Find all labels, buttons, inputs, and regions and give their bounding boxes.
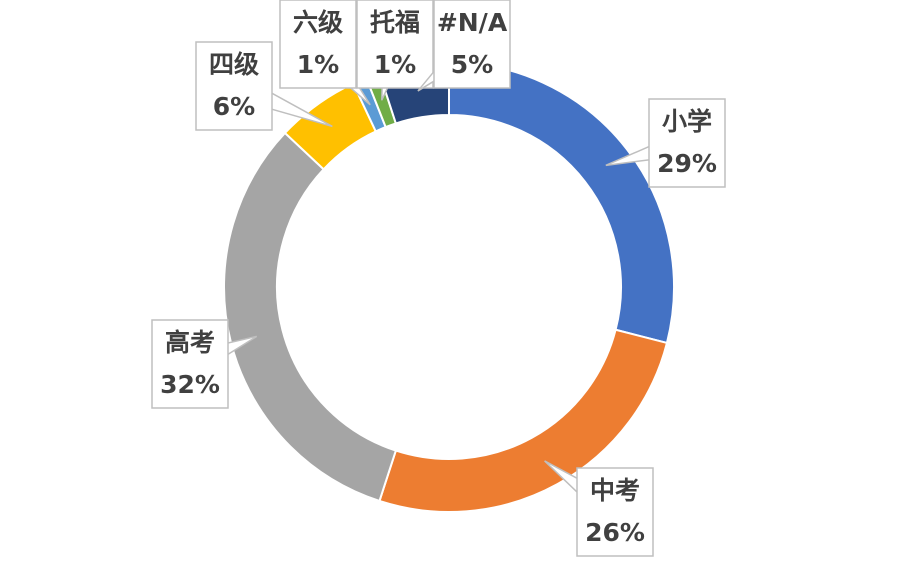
data-callout: 六级 1% — [279, 0, 371, 106]
data-callout: 托福 1% — [356, 0, 434, 101]
callout-box — [576, 467, 654, 557]
value-label: 29% — [657, 149, 717, 178]
value-label: 5% — [451, 50, 493, 79]
data-callout: 四级 6% — [195, 41, 333, 131]
data-callout: 中考 26% — [544, 460, 654, 557]
donut-slice — [448, 60, 675, 345]
category-label: 高考 — [165, 328, 215, 357]
callout-box — [279, 0, 357, 89]
value-label: 1% — [374, 50, 416, 79]
value-label: 1% — [297, 50, 339, 79]
value-label: 6% — [213, 92, 255, 121]
donut-slice — [223, 131, 398, 503]
callout-box — [648, 98, 726, 188]
value-label: 32% — [160, 370, 220, 399]
category-label: 小学 — [662, 107, 712, 136]
data-callout: #N/A 5% — [417, 0, 511, 92]
callout-box — [151, 319, 229, 409]
data-callout: 小学 29% — [605, 98, 726, 188]
data-callout: 高考 32% — [151, 319, 258, 409]
category-label: 托福 — [370, 8, 420, 37]
category-label: 中考 — [590, 476, 640, 505]
callout-box — [195, 41, 273, 131]
value-label: 26% — [585, 518, 645, 547]
callout-box — [356, 0, 434, 89]
callout-box — [433, 0, 511, 89]
category-label: #N/A — [437, 8, 508, 37]
category-label: 四级 — [209, 50, 259, 79]
category-label: 六级 — [293, 8, 343, 37]
